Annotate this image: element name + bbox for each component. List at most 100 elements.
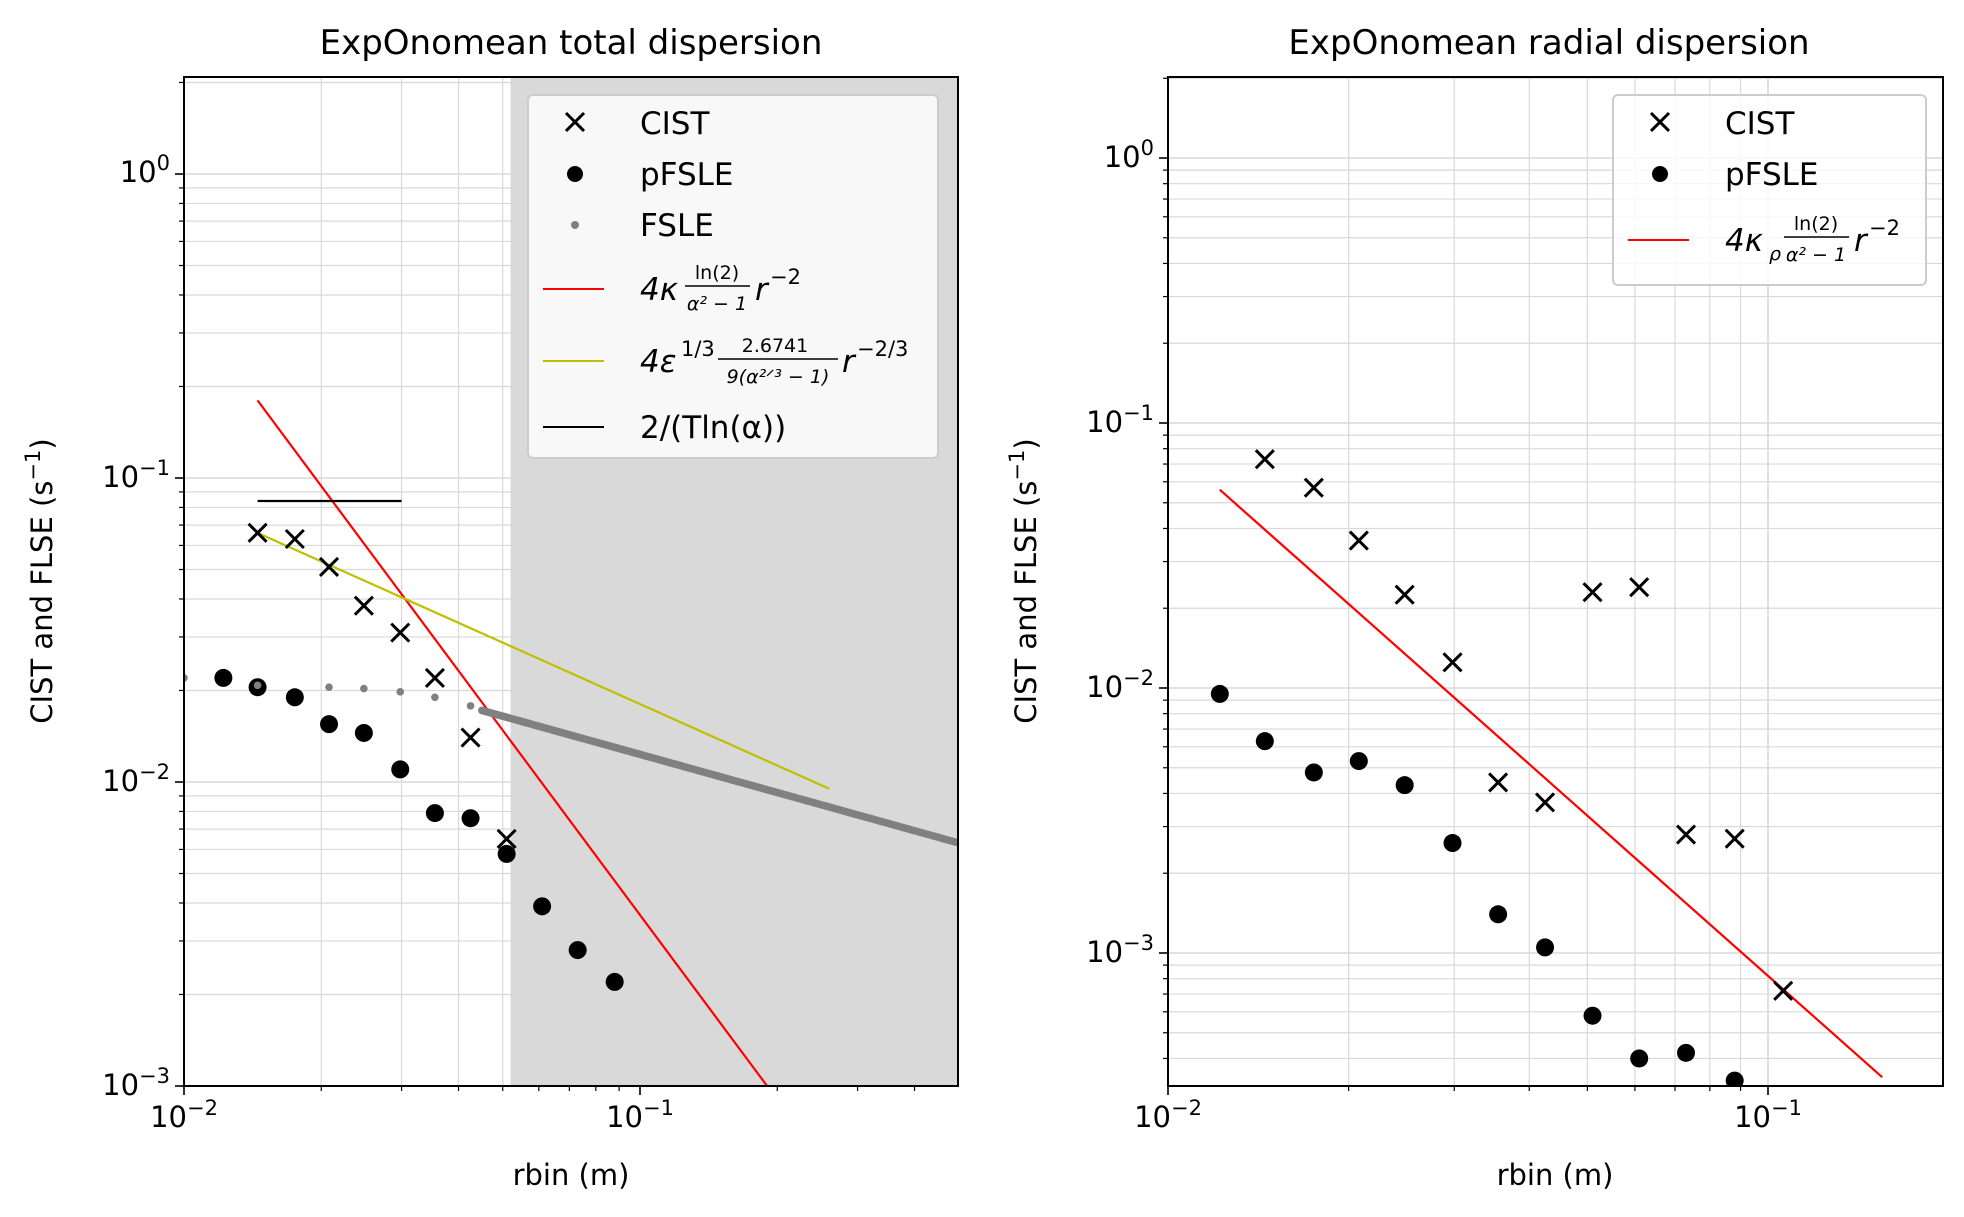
svg-text:4κ: 4κ [640, 272, 679, 308]
fsle-point [325, 683, 333, 692]
legend-red-label: 4κ ρ ln(2) α² − 1 r −2 [1725, 213, 1900, 266]
pfsle-point [1304, 763, 1323, 782]
fit-line-2 [1219, 488, 1883, 1078]
cist-point [1348, 530, 1369, 551]
tick-label-y-1e-1: 10−1 [102, 456, 170, 494]
fsle-point [466, 702, 475, 710]
cist-point [1254, 449, 1275, 470]
cist-point [496, 828, 517, 849]
legend-cist-marker-icon [564, 111, 586, 133]
cist-point [1582, 582, 1603, 603]
legend-pfsle-label: pFSLE [1725, 157, 1819, 193]
fsle-point [396, 688, 405, 696]
legend-pfsle-marker-icon [567, 166, 583, 182]
pfsle-point [320, 715, 339, 734]
cist-point [390, 622, 411, 643]
pfsle-point [425, 804, 444, 823]
cist-point [1394, 584, 1415, 605]
fit-lines [256, 399, 830, 1086]
pfsle-point [354, 723, 373, 742]
svg-text:ρ: ρ [1769, 243, 1781, 265]
pfsle-point [1630, 1049, 1649, 1068]
pfsle-point [461, 809, 480, 828]
legend-pfsle-label: pFSLE [640, 157, 734, 193]
fsle-point [360, 684, 368, 693]
pfsle-point [1443, 834, 1462, 853]
svg-text:−2: −2 [1869, 216, 1900, 240]
cist-point [1442, 652, 1463, 673]
tick-label-y-1e-3: 10−3 [102, 1064, 170, 1102]
pfsle-point [1349, 752, 1368, 771]
pfsle-point [1395, 776, 1414, 795]
pfsle-point [605, 972, 624, 991]
cist-point [460, 727, 481, 748]
cist-point [1675, 824, 1697, 845]
svg-text:−2: −2 [770, 265, 801, 289]
ticks [175, 81, 916, 1095]
pfsle-point [1725, 1071, 1744, 1086]
cist-point [1773, 980, 1794, 1001]
pfsle-point [1676, 1043, 1695, 1062]
cist-point [353, 595, 374, 616]
data-markers [184, 522, 958, 991]
legend-yellow-label: 4ε 1/3 2.6741 9(α²ᐟ³ − 1) r −2/3 [640, 335, 908, 388]
legend-box [527, 94, 939, 459]
cist-point [1303, 477, 1324, 498]
cist-point [1534, 792, 1556, 813]
legend-cist-marker-icon [1649, 111, 1671, 133]
svg-text:2.6741: 2.6741 [742, 335, 808, 357]
axes-frame [183, 76, 959, 1087]
pfsle-point [533, 897, 552, 916]
pfsle-point [214, 668, 233, 687]
y-axis-label: CIST and FLSE (s−1) [1005, 438, 1043, 723]
pfsle-point [285, 688, 304, 707]
legend-red-label: 4κ ln(2) α² − 1 r −2 [640, 262, 801, 315]
svg-text:4κ: 4κ [1725, 223, 1764, 259]
cist-point [247, 522, 268, 543]
ticks [1159, 77, 1769, 1095]
svg-text:ln(2): ln(2) [695, 262, 739, 284]
pfsle-point [1210, 684, 1229, 703]
fit-line-3 [256, 399, 768, 1086]
pfsle-point [1536, 938, 1555, 957]
cist-point [284, 528, 305, 550]
pfsle-point [1489, 905, 1508, 924]
radial-dispersion-panel: ExpOnomean radial dispersion 10−2 10−1 1… [1005, 23, 1944, 1192]
svg-text:4ε: 4ε [640, 344, 676, 380]
legend-pfsle-marker-icon [1652, 166, 1668, 182]
svg-text:1/3: 1/3 [681, 337, 715, 361]
legend: CIST pFSLE FSLE 4κ ln(2) α² − 1 r −2 4ε … [527, 94, 939, 459]
pfsle-point [1583, 1006, 1602, 1025]
legend-black-label: 2/(Tln(α)) [640, 410, 786, 446]
fit-lines [1219, 488, 1883, 1078]
legend-fsle-label: FSLE [640, 208, 714, 244]
cist-point [424, 667, 445, 688]
svg-text:α² − 1: α² − 1 [1786, 244, 1846, 266]
svg-text:r: r [1854, 223, 1869, 259]
cist-point [1629, 577, 1650, 598]
pfsle-point [497, 844, 516, 863]
fsle-point [253, 681, 262, 690]
x-axis-label: rbin (m) [513, 1158, 630, 1192]
x-axis-label: rbin (m) [1497, 1158, 1614, 1192]
data-markers [1210, 449, 1794, 1086]
legend-fsle-marker-icon [571, 221, 579, 229]
svg-text:r: r [842, 344, 857, 380]
cist-point [1488, 772, 1509, 793]
legend: CIST pFSLE 4κ ρ ln(2) α² − 1 r −2 [1612, 94, 1927, 286]
pfsle-point [1255, 732, 1274, 751]
fit-line-4 [257, 531, 830, 790]
total-dispersion-panel: ExpOnomean total dispersion 10−2 10−1 10… [21, 23, 959, 1192]
panel-title: ExpOnomean total dispersion [320, 23, 823, 63]
svg-text:α² − 1: α² − 1 [687, 293, 747, 315]
cist-point [1724, 828, 1745, 849]
fsle-point [431, 693, 439, 702]
panel-title: ExpOnomean radial dispersion [1288, 23, 1809, 63]
pfsle-point [568, 941, 587, 960]
pfsle-point [391, 760, 410, 779]
svg-text:r: r [755, 272, 770, 308]
svg-text:ln(2): ln(2) [1794, 213, 1838, 235]
legend-cist-label: CIST [1725, 106, 1795, 142]
svg-text:−2/3: −2/3 [857, 337, 908, 361]
